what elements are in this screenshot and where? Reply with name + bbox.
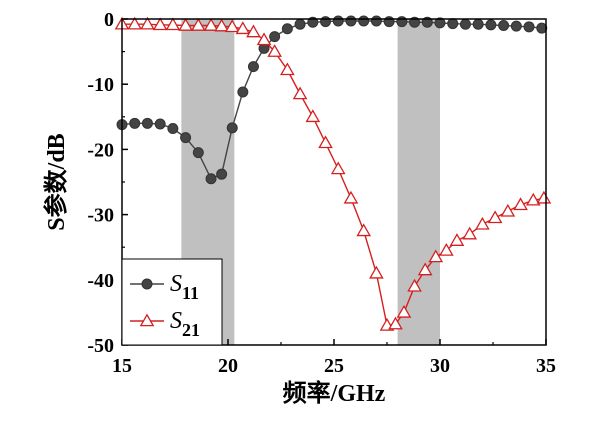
s21-point: [224, 19, 240, 33]
s11-point: [167, 123, 179, 135]
x-tick-label: 25: [324, 355, 344, 377]
s11-point: [345, 15, 357, 27]
s11-point: [485, 19, 497, 31]
s21-point: [318, 135, 333, 149]
s11-point: [396, 16, 408, 28]
shaded-band-2: [397, 19, 440, 345]
x-tick-label: 20: [218, 355, 238, 377]
s11-point: [409, 16, 421, 28]
s21-point: [428, 249, 444, 263]
s21-point: [203, 18, 219, 31]
s21-point: [343, 190, 359, 204]
axes: 15 20 25 30 35 0 -10 -20 -30 -40 -50: [87, 9, 556, 377]
s21-point: [356, 223, 372, 237]
s11-point: [536, 22, 548, 34]
s21-point: [235, 21, 251, 35]
s11-point: [421, 16, 433, 28]
series-s11: [116, 15, 548, 185]
s11-point: [383, 16, 395, 28]
legend-label-s21: S21: [170, 308, 200, 340]
s11-point: [269, 31, 281, 43]
s21-point: [280, 62, 295, 76]
y-tick-label: -50: [87, 335, 114, 357]
s21-point: [178, 18, 193, 31]
s21-point: [165, 17, 181, 31]
s21-point: [500, 203, 516, 217]
s11-point: [226, 122, 238, 134]
s11-point: [180, 132, 192, 144]
s21-point: [525, 192, 541, 206]
s11-point: [247, 61, 259, 73]
x-tick-label: 15: [112, 355, 132, 377]
s21-point: [369, 265, 384, 279]
s21-point: [462, 226, 478, 240]
s11-point: [294, 18, 306, 30]
s11-point: [281, 23, 293, 35]
s21-point: [140, 16, 155, 30]
y-tick-label: -20: [87, 139, 114, 161]
s11-point: [498, 20, 510, 32]
s21-point: [536, 190, 552, 204]
x-tick-label: 30: [430, 355, 450, 377]
x-tick-label: 35: [536, 355, 556, 377]
s21-point: [190, 18, 206, 31]
s21-point: [407, 278, 422, 292]
s11-point: [237, 86, 249, 98]
s21-point: [396, 304, 412, 318]
x-axis-title: 频率/GHz: [283, 379, 386, 407]
legend-box: [121, 258, 223, 346]
y-tick-label: -30: [87, 205, 114, 227]
s21-point: [475, 216, 490, 230]
legend-marker-s11: [141, 278, 153, 290]
s21-point: [388, 316, 403, 330]
s21-point: [487, 210, 503, 224]
s11-point: [332, 15, 344, 27]
series-s21: [114, 16, 552, 331]
s11-point: [154, 118, 166, 130]
s11-point: [307, 16, 319, 28]
s21-point: [439, 242, 454, 256]
s11-point: [459, 18, 471, 30]
s11-point: [192, 147, 204, 159]
s11-point: [510, 20, 522, 32]
s21-point: [292, 86, 308, 100]
s11-point: [434, 17, 446, 29]
legend-label-s11: S11: [170, 271, 199, 303]
s21-point: [449, 233, 465, 246]
s21-point: [267, 44, 282, 57]
s21-point: [513, 197, 528, 211]
s11-point: [370, 15, 382, 27]
s11-point: [129, 117, 141, 129]
s21-point: [246, 24, 261, 38]
s21-point: [330, 161, 346, 175]
s21-point: [305, 109, 321, 123]
s21-point: [417, 262, 433, 276]
s11-point: [358, 15, 370, 27]
y-tick-label: 0: [104, 9, 114, 31]
s21-point: [127, 16, 143, 30]
y-tick-label: -10: [87, 74, 114, 96]
s11-point: [320, 16, 332, 28]
s11-point: [216, 168, 228, 180]
series-layer: [114, 15, 552, 331]
legend-marker-s21: [139, 313, 155, 327]
y-tick-label: -40: [87, 270, 114, 292]
s21-point: [214, 18, 229, 32]
s21-point: [256, 32, 272, 46]
y-axis-title: S参数/dB: [42, 133, 70, 230]
s11-point: [523, 21, 535, 33]
s11-point: [205, 173, 217, 185]
s11-point: [472, 18, 484, 30]
s11-point: [141, 117, 153, 129]
s21-point: [152, 17, 168, 31]
s11-point: [447, 18, 459, 30]
